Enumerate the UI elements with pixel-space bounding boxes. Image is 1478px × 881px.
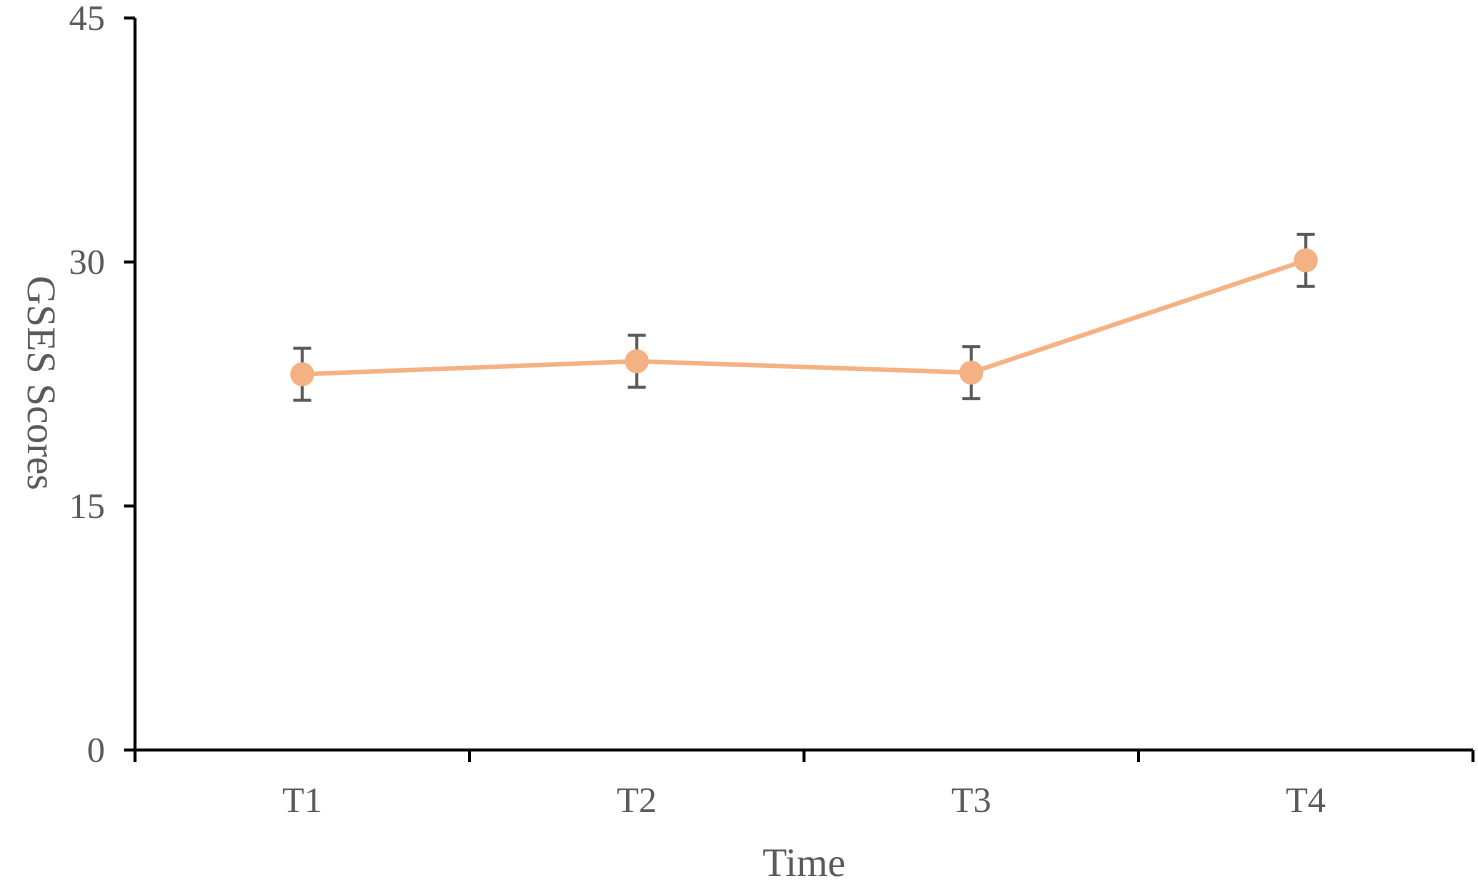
- x-tick-label: T4: [1286, 780, 1326, 820]
- x-axis-title: Time: [762, 840, 845, 881]
- y-tick-label: 15: [69, 486, 105, 526]
- data-point: [1293, 248, 1318, 273]
- data-point: [290, 362, 315, 387]
- y-axis-ticks: 0 15 30 45: [69, 0, 135, 770]
- x-tick-label: T3: [951, 780, 991, 820]
- y-tick-label: 30: [69, 242, 105, 282]
- x-axis-ticks: T1 T2 T3 T4: [133, 750, 1475, 820]
- series-line: [302, 258, 1307, 377]
- data-point: [624, 349, 649, 374]
- y-tick-label: 0: [87, 730, 105, 770]
- y-axis-title: GSES Scores: [19, 276, 64, 490]
- data-point: [959, 360, 984, 385]
- x-tick-label: T2: [617, 780, 657, 820]
- x-tick-label: T1: [282, 780, 322, 820]
- data-points: [290, 248, 1318, 387]
- y-tick-label: 45: [69, 0, 105, 38]
- error-bars: [293, 232, 1315, 402]
